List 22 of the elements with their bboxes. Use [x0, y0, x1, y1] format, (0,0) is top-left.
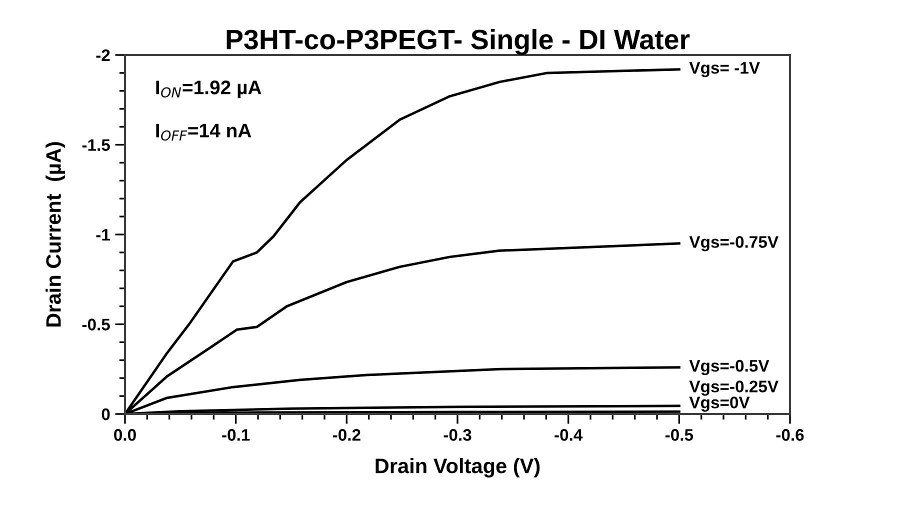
y-tick-label: 0 — [102, 408, 110, 420]
y-tick-label: -0.5 — [82, 318, 110, 330]
x-tick-label: -0.3 — [444, 429, 472, 441]
x-tick-label: -0.5 — [665, 429, 694, 441]
x-tick-label: -0.6 — [776, 429, 804, 441]
x-tick-label: -0.2 — [332, 429, 360, 441]
annotation: I$_{ON}$=1.92 µA — [156, 80, 262, 98]
y-tick-label: -1 — [96, 229, 110, 241]
series-label: Vgs= -1V — [689, 62, 760, 78]
y-axis-title: Drain Current (µA) — [46, 142, 66, 326]
x-tick-label: -0.4 — [554, 429, 583, 441]
x-tick-label: -0.1 — [222, 429, 250, 441]
x-tick-label: 0.0 — [114, 429, 136, 441]
annotation: I$_{OFF}$=14 nA — [156, 124, 252, 141]
x-axis-title: Drain Voltage (V) — [376, 458, 540, 478]
series-label: Vgs=0V — [689, 396, 750, 412]
y-tick-label: -1.5 — [82, 139, 110, 151]
y-tick-label: -2 — [96, 49, 110, 62]
series-label: Vgs=-0.5V — [689, 360, 770, 376]
series-label: Vgs=-0.25V — [689, 380, 778, 396]
chart-title: P3HT-co-P3PEGT- Single - DI Water — [226, 28, 690, 55]
series-label: Vgs=-0.75V — [689, 236, 778, 252]
